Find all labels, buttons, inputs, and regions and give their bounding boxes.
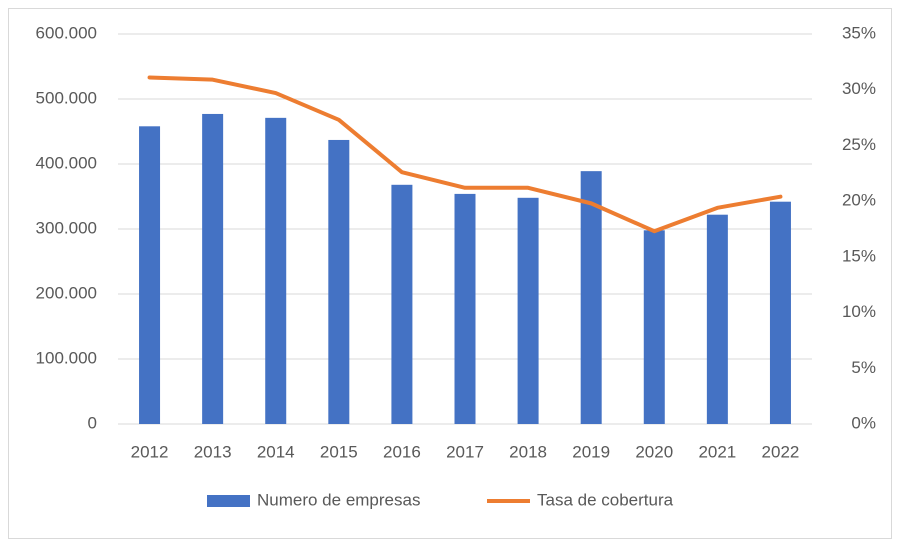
bar — [580, 171, 602, 424]
bar — [328, 139, 350, 424]
legend-swatch — [207, 495, 250, 507]
line — [147, 75, 783, 234]
y-tick-label: 200.000 — [36, 283, 97, 302]
x-tick-label: 2019 — [572, 442, 610, 461]
y2-tick-label: 5% — [851, 358, 876, 377]
y2-tick-label: 25% — [842, 135, 876, 154]
x-tick-label: 2016 — [383, 442, 421, 461]
x-tick-label: 2018 — [509, 442, 547, 461]
x-tick-label: 2022 — [762, 442, 800, 461]
y-tick-label: 500.000 — [36, 88, 97, 107]
x-tick-label: 2021 — [698, 442, 736, 461]
y-tick-label: 300.000 — [36, 218, 97, 237]
y2-tick-label: 10% — [842, 302, 876, 321]
x-tick-label: 2015 — [320, 442, 358, 461]
y-tick-label: 0 — [88, 413, 97, 432]
bar — [139, 126, 161, 425]
y-tick-label: 600.000 — [36, 23, 97, 42]
bar — [517, 197, 539, 424]
bar — [391, 184, 413, 424]
x-tick-label: 2012 — [131, 442, 169, 461]
y2-tick-label: 0% — [851, 413, 876, 432]
y-tick-label: 100.000 — [36, 348, 97, 367]
bar — [706, 214, 728, 424]
bar — [202, 113, 224, 424]
y2-tick-label: 30% — [842, 79, 876, 98]
x-tick-label: 2020 — [635, 442, 673, 461]
bar — [454, 193, 476, 424]
y2-tick-label: 35% — [842, 23, 876, 42]
y2-tick-label: 20% — [842, 191, 876, 210]
y2-tick-label: 15% — [842, 246, 876, 265]
bar — [265, 117, 287, 424]
x-tick-label: 2017 — [446, 442, 484, 461]
bar — [643, 230, 665, 424]
legend-label: Numero de empresas — [257, 490, 420, 509]
legend-label: Tasa de cobertura — [537, 490, 674, 509]
y-tick-label: 400.000 — [36, 153, 97, 172]
x-tick-label: 2014 — [257, 442, 295, 461]
bar — [769, 201, 791, 424]
x-tick-label: 2013 — [194, 442, 232, 461]
